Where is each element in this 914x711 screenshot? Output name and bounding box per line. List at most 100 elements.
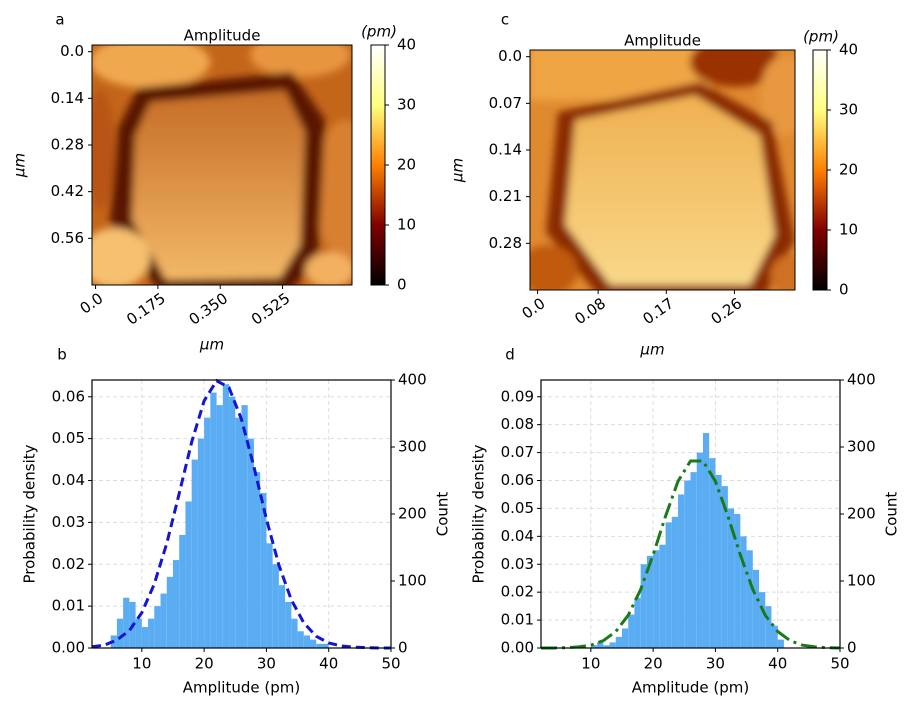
histogram-bar — [609, 642, 616, 648]
colorbar-tick-label: 30 — [397, 96, 416, 114]
panel-label: b — [57, 346, 67, 364]
x-axis-label: μm — [639, 341, 664, 359]
y-tick-label: 0.42 — [51, 182, 84, 200]
x-tick-label: 10 — [132, 655, 151, 673]
histogram-bar — [678, 494, 685, 648]
histogram-bar — [179, 534, 186, 648]
y-tick-label: 0.03 — [52, 513, 85, 531]
y2-axis-label: Count — [434, 492, 452, 537]
histogram-bar — [671, 516, 679, 648]
y-tick-label: 0.0 — [60, 42, 84, 60]
x-tick-label: 30 — [706, 655, 725, 673]
histogram-bar — [222, 384, 230, 648]
histogram-bar — [603, 645, 610, 648]
y2-tick-label: 100 — [398, 572, 427, 590]
histogram-bar — [166, 576, 173, 648]
histogram-bar — [777, 639, 784, 648]
colorbar-tick-label: 30 — [839, 101, 858, 119]
colorbar-tick-label: 10 — [839, 221, 858, 239]
histogram-bar — [746, 550, 753, 648]
y2-tick-label: 300 — [847, 438, 876, 456]
histogram-bar — [322, 643, 329, 648]
histogram-bar — [216, 405, 223, 648]
histogram-bar — [721, 486, 728, 648]
histogram-bar — [191, 459, 198, 648]
afm-image — [92, 45, 352, 285]
histogram-bar — [210, 392, 217, 648]
x-axis-label: μm — [199, 336, 224, 354]
y-tick-label: 0.06 — [52, 387, 85, 405]
panel-title: Amplitude — [184, 27, 261, 45]
x-tick-label: 0.08 — [571, 294, 609, 328]
y-tick-label: 0.09 — [501, 387, 534, 405]
afm-image — [530, 50, 795, 290]
x-tick-label: 50 — [381, 655, 400, 673]
image-texture — [92, 45, 352, 285]
histogram-bar — [734, 514, 741, 648]
y-axis-label: μm — [11, 153, 29, 178]
histogram-bar — [690, 472, 697, 648]
y-tick-label: 0.21 — [489, 187, 522, 205]
panel-label: a — [55, 11, 64, 29]
histogram-bar — [653, 550, 660, 648]
histogram-bar — [640, 564, 647, 648]
histogram-bar — [702, 433, 710, 648]
y-tick-label: 0.05 — [501, 499, 534, 517]
y-tick-label: 0.14 — [51, 89, 84, 107]
y2-tick-label: 100 — [847, 572, 876, 590]
histogram-bar — [253, 472, 261, 648]
histogram-bar — [297, 631, 304, 648]
y-tick-label: 0.56 — [51, 229, 84, 247]
x-tick-label: 0.26 — [708, 294, 746, 328]
y-axis-label: Probability density — [470, 444, 488, 583]
x-tick-label: 40 — [319, 655, 338, 673]
fit-curve — [541, 459, 841, 650]
y-tick-label: 0.03 — [501, 555, 534, 573]
x-tick-label: 50 — [830, 655, 849, 673]
y-axis-label: Probability density — [21, 444, 39, 583]
y-tick-label: 0.02 — [52, 555, 85, 573]
histogram-bar — [684, 480, 691, 648]
y-tick-label: 0.14 — [489, 141, 522, 159]
colorbar-label: (pm) — [361, 23, 397, 41]
y2-tick-label: 200 — [398, 505, 427, 523]
histogram-bar — [197, 438, 205, 648]
y2-axis-label: Count — [883, 492, 901, 537]
y2-tick-label: 0 — [398, 639, 408, 657]
y2-tick-label: 400 — [398, 371, 427, 389]
histogram-bar — [148, 618, 155, 648]
histogram-bar — [634, 597, 641, 648]
y-tick-label: 0.04 — [501, 527, 534, 545]
y-tick-label: 0.0 — [498, 47, 522, 65]
colorbar-tick-label: 10 — [397, 216, 416, 234]
y-tick-label: 0.00 — [501, 639, 534, 657]
y-tick-label: 0.01 — [501, 611, 534, 629]
histogram-bar — [172, 560, 180, 648]
y2-tick-label: 300 — [398, 438, 427, 456]
colorbar-tick-label: 0 — [839, 281, 849, 299]
histogram-bar — [709, 458, 716, 648]
x-tick-label: 0.175 — [123, 289, 169, 328]
axes-frame — [540, 379, 841, 649]
histogram-bar — [628, 614, 635, 648]
histogram-bar — [123, 597, 130, 648]
y-tick-label: 0.28 — [489, 234, 522, 252]
x-tick-label: 0.350 — [186, 289, 232, 328]
panel-title: Amplitude — [624, 32, 701, 50]
y-tick-label: 0.02 — [501, 583, 534, 601]
histogram-bar — [247, 438, 254, 648]
y-tick-label: 0.01 — [52, 597, 85, 615]
y2-tick-label: 400 — [847, 371, 876, 389]
x-axis-label: Amplitude (pm) — [632, 679, 749, 697]
histogram-bar — [615, 636, 622, 648]
histogram-bar — [291, 618, 298, 648]
image-frame — [91, 44, 353, 286]
histogram-bar — [665, 522, 672, 648]
x-tick-label: 10 — [581, 655, 600, 673]
histogram-bar — [303, 635, 311, 648]
histogram-bar — [316, 643, 323, 648]
histogram-bar — [229, 396, 236, 648]
axes-frame — [91, 379, 392, 649]
colorbar-tick-label: 40 — [397, 36, 416, 54]
